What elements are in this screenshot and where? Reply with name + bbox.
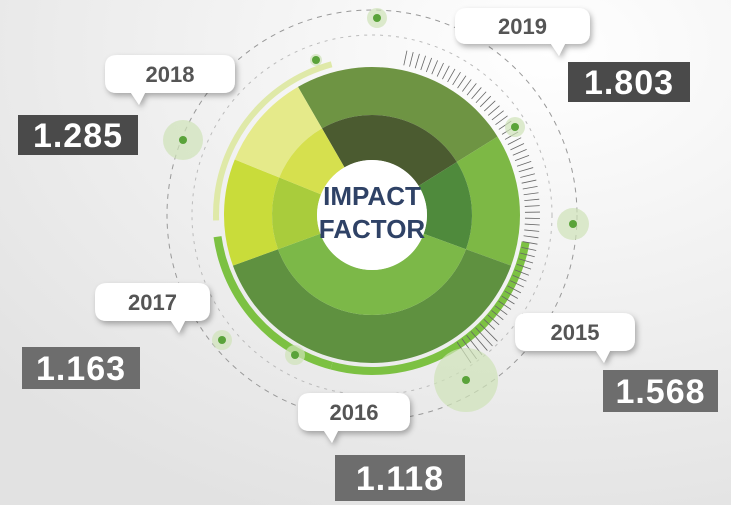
value-label: 1.285 bbox=[33, 117, 123, 155]
year-label: 2015 bbox=[551, 320, 600, 345]
infographic: IMPACT FACTOR 2019 1.803 2018 1.285 2017 1.16… bbox=[0, 0, 731, 505]
dot bbox=[462, 376, 470, 384]
dot bbox=[179, 136, 187, 144]
year-label: 2016 bbox=[330, 400, 379, 425]
value-label: 1.803 bbox=[584, 64, 674, 102]
value-label: 1.568 bbox=[615, 373, 705, 411]
dot bbox=[569, 220, 577, 228]
year-label: 2018 bbox=[146, 62, 195, 87]
year-label: 2017 bbox=[128, 290, 177, 315]
dot bbox=[312, 56, 320, 64]
dot bbox=[218, 336, 226, 344]
dot bbox=[373, 14, 381, 22]
value-label: 1.118 bbox=[356, 460, 444, 498]
year-label: 2019 bbox=[498, 14, 547, 39]
dot bbox=[291, 351, 299, 359]
ring-segment bbox=[224, 160, 279, 266]
center-text: IMPACT bbox=[323, 181, 421, 211]
value-label: 1.163 bbox=[36, 350, 126, 388]
dot bbox=[511, 123, 519, 131]
center-text: FACTOR bbox=[319, 214, 426, 244]
